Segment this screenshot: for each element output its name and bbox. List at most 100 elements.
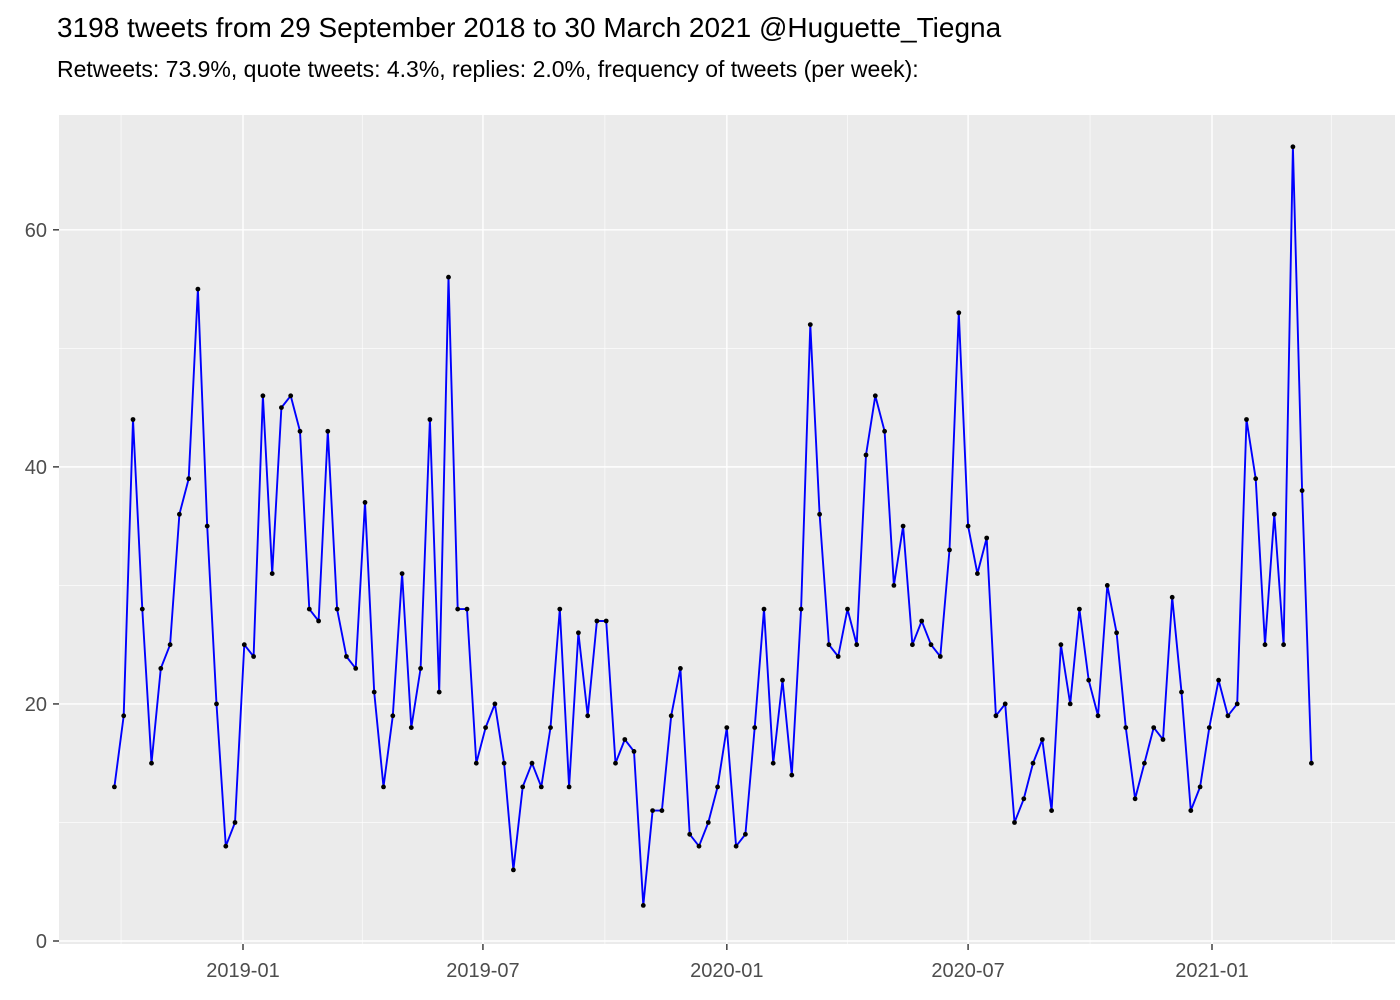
data-point <box>223 843 229 849</box>
data-point <box>1299 488 1305 493</box>
data-point <box>139 606 145 612</box>
data-point <box>316 618 321 624</box>
data-point <box>1086 677 1092 683</box>
data-point <box>1104 583 1110 588</box>
data-point <box>937 654 943 659</box>
data-point <box>882 428 887 434</box>
data-point <box>854 642 860 648</box>
data-point <box>1262 642 1268 648</box>
data-point <box>965 523 971 529</box>
data-point <box>622 737 628 742</box>
y-axis-label: 60 <box>25 220 47 242</box>
data-point <box>1095 713 1101 719</box>
data-point <box>863 452 869 458</box>
data-point <box>1058 642 1064 648</box>
data-point <box>789 772 795 778</box>
x-axis-label: 2020-07 <box>931 960 1004 982</box>
data-point <box>548 725 553 730</box>
data-point <box>678 666 683 671</box>
data-point <box>780 677 785 683</box>
data-point <box>1179 689 1184 695</box>
data-point <box>260 393 266 399</box>
chart-title: 3198 tweets from 29 September 2018 to 30… <box>57 12 1002 43</box>
data-point <box>1077 606 1082 612</box>
data-point <box>835 654 841 659</box>
data-point <box>752 725 758 730</box>
chart-subtitle: Retweets: 73.9%, quote tweets: 4.3%, rep… <box>57 56 919 82</box>
data-point <box>177 511 182 517</box>
data-point <box>975 571 980 576</box>
data-point <box>418 666 423 671</box>
data-point <box>1030 760 1036 766</box>
data-point <box>1021 796 1027 802</box>
data-point <box>1169 594 1175 600</box>
data-point <box>325 428 331 434</box>
data-point <box>1244 417 1249 422</box>
data-point <box>585 713 591 719</box>
data-point <box>743 831 748 837</box>
data-point <box>195 286 201 292</box>
x-axis-label: 2021-01 <box>1175 960 1248 982</box>
data-point <box>279 405 284 410</box>
y-axis-label: 40 <box>25 457 47 479</box>
data-point <box>1216 677 1221 683</box>
data-point <box>362 500 368 505</box>
data-point <box>557 606 563 612</box>
x-axis-label: 2019-01 <box>206 960 279 982</box>
data-point <box>464 606 470 612</box>
data-point <box>269 571 275 576</box>
data-point <box>501 760 507 766</box>
data-point <box>408 725 414 730</box>
data-point <box>158 666 164 671</box>
data-point <box>251 654 256 659</box>
data-point <box>427 417 433 422</box>
data-point <box>436 689 442 695</box>
data-point <box>826 642 832 648</box>
data-point <box>640 903 646 908</box>
data-point <box>353 666 359 671</box>
data-point <box>1197 784 1203 790</box>
data-point <box>455 606 461 612</box>
data-point <box>511 867 516 873</box>
data-point <box>297 428 303 434</box>
data-point <box>947 547 952 553</box>
data-point <box>334 606 340 612</box>
data-point <box>520 784 526 790</box>
data-point <box>566 784 572 790</box>
data-point <box>1234 701 1240 707</box>
data-point <box>770 760 776 766</box>
data-point <box>1132 796 1138 802</box>
data-point <box>594 618 600 624</box>
data-point <box>631 749 637 754</box>
data-point <box>715 784 720 790</box>
data-point <box>399 571 405 576</box>
data-point <box>761 606 767 612</box>
data-point <box>381 784 386 790</box>
data-point <box>1039 737 1045 742</box>
data-point <box>149 760 154 766</box>
y-axis-label: 0 <box>36 931 47 953</box>
data-point <box>232 820 238 825</box>
data-point <box>798 606 804 612</box>
data-point <box>1160 737 1166 742</box>
data-point <box>1142 760 1147 766</box>
x-axis-label: 2020-01 <box>690 960 763 982</box>
data-point <box>1049 808 1054 813</box>
data-point <box>705 820 711 825</box>
data-point <box>446 274 451 280</box>
data-point <box>576 630 581 636</box>
x-axis-label: 2019-07 <box>446 960 519 982</box>
tweet-frequency-line <box>113 145 1313 907</box>
data-point <box>483 725 488 730</box>
data-point <box>390 713 396 719</box>
data-point <box>928 642 934 648</box>
data-point <box>724 725 730 730</box>
data-point <box>872 393 878 399</box>
data-point <box>993 713 999 719</box>
y-axis-label: 20 <box>25 694 47 716</box>
data-point <box>1188 808 1194 813</box>
data-point <box>1114 630 1119 636</box>
data-point <box>241 642 247 648</box>
